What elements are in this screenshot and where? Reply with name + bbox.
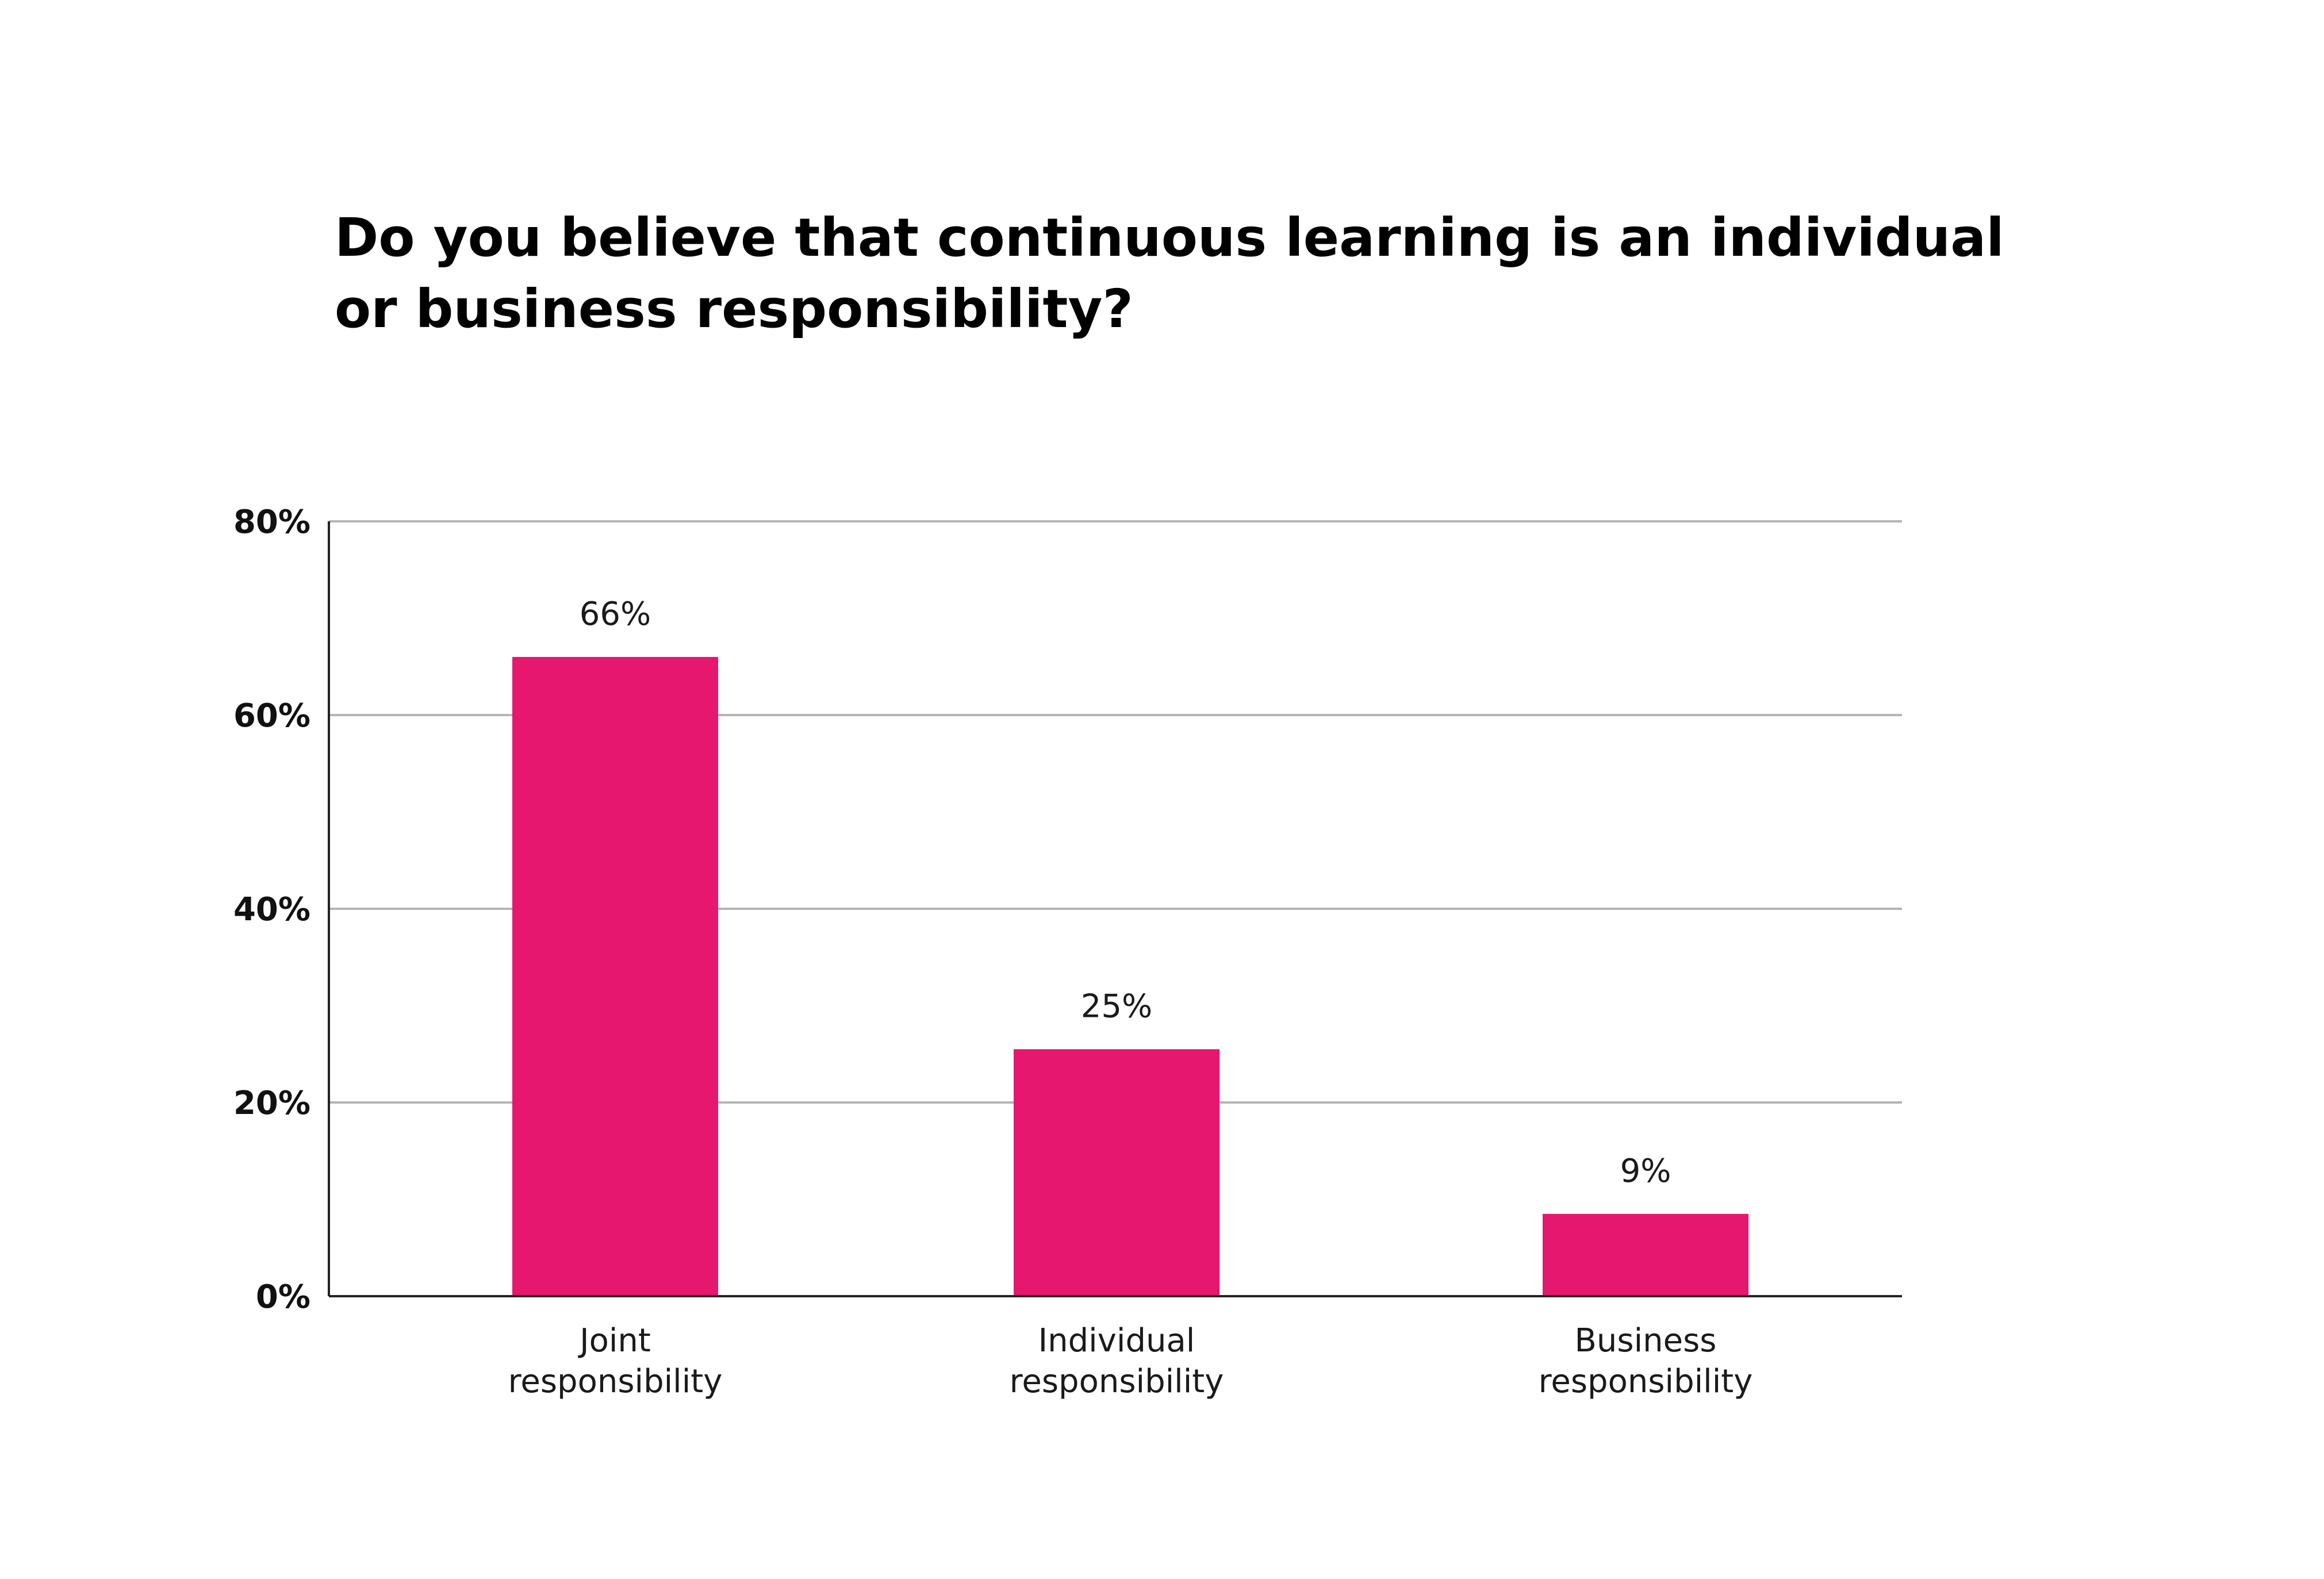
data-label: 25% [1081, 988, 1152, 1025]
bars [512, 656, 1748, 1296]
x-tick-label: Business [1575, 1322, 1717, 1359]
x-tick-label: responsibility [508, 1363, 723, 1400]
x-tick-label: Individual [1038, 1322, 1195, 1359]
bar [1543, 1213, 1748, 1296]
y-tick-label: 40% [233, 891, 310, 928]
x-tick-label: responsibility [1539, 1363, 1753, 1400]
data-label: 66% [580, 596, 651, 633]
y-axis-tick-labels: 0% 20% 40% 60% 80% [233, 504, 310, 1316]
data-label: 9% [1620, 1152, 1671, 1190]
x-tick-label: Joint [578, 1322, 651, 1359]
y-tick-label: 0% [256, 1278, 310, 1316]
y-tick-label: 60% [233, 697, 310, 735]
x-axis-tick-labels: Joint responsibility Individual responsibil… [508, 1322, 1753, 1400]
x-tick-label: responsibility [1010, 1363, 1224, 1400]
axes [328, 521, 1902, 1297]
y-tick-label: 80% [233, 504, 310, 541]
chart-title: Do you believe that continuous learning … [335, 207, 2004, 340]
bar [1014, 1049, 1219, 1296]
chart-title-line: Do you believe that continuous learning … [335, 207, 2004, 268]
bar [512, 656, 718, 1296]
data-labels: 66% 25% 9% [580, 596, 1671, 1190]
y-tick-label: 20% [233, 1085, 310, 1122]
chart-title-line: or business responsibility? [335, 278, 1133, 340]
